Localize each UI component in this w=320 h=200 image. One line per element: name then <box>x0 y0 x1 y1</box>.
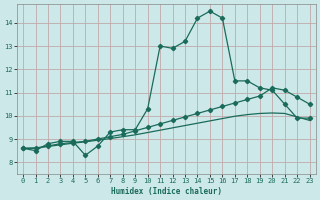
X-axis label: Humidex (Indice chaleur): Humidex (Indice chaleur) <box>111 187 222 196</box>
